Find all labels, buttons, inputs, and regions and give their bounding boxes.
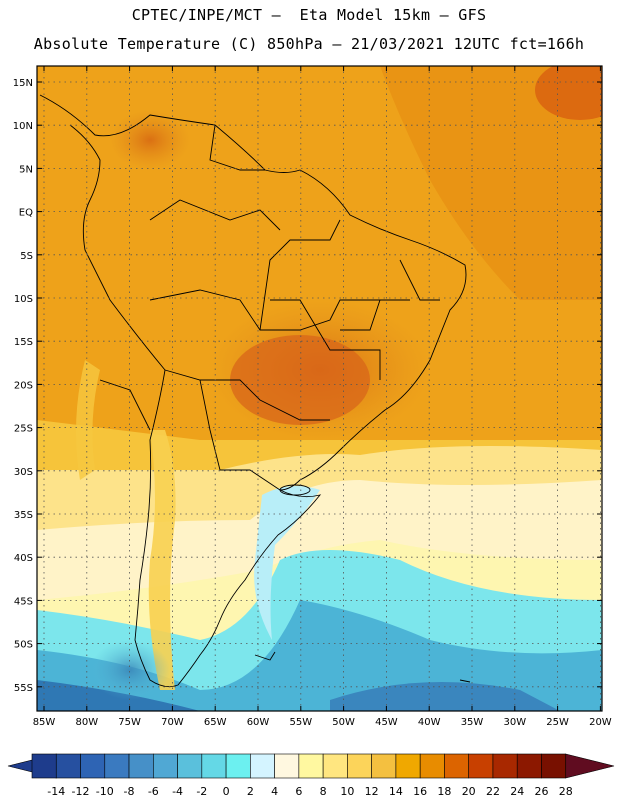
lon-label: 20W xyxy=(589,717,612,728)
lat-label: 35S xyxy=(14,510,33,521)
colorbar-tick-label: 16 xyxy=(413,785,427,798)
lon-label: 45W xyxy=(375,717,398,728)
lat-label: EQ xyxy=(19,208,33,219)
lon-label: 35W xyxy=(461,717,484,728)
map-frame xyxy=(36,65,603,712)
colorbar-swatch xyxy=(347,753,372,779)
colorbar-tick-label: 6 xyxy=(295,785,302,798)
colorbar-tick-label: -6 xyxy=(148,785,159,798)
lat-label: 50S xyxy=(14,640,33,651)
lon-label: 30W xyxy=(503,717,526,728)
colorbar-swatch xyxy=(371,753,397,779)
latitude-labels: 15N 10N 5N EQ 5S 10S 15S 20S 25S 30S 35S 40S 45S 50S 5… xyxy=(13,78,33,694)
colorbar-tick-label: -14 xyxy=(47,785,65,798)
colorbar-tick-label: 12 xyxy=(365,785,379,798)
colorbar-swatch xyxy=(31,753,57,779)
lon-label: 80W xyxy=(75,717,98,728)
colorbar-tick-label: -10 xyxy=(96,785,114,798)
colorbar-tick-label: -4 xyxy=(172,785,183,798)
colorbar-swatch xyxy=(516,753,542,779)
lat-label: 40S xyxy=(14,553,33,564)
lat-label: 30S xyxy=(14,467,33,478)
colorbar-tick-label: 10 xyxy=(340,785,354,798)
lon-label: 70W xyxy=(161,717,184,728)
lat-label: 55S xyxy=(14,683,33,694)
longitude-labels: 85W 80W 75W 70W 65W 60W 55W 50W 45W 40W 35W 30W 25W 2… xyxy=(33,717,612,728)
colorbar-swatch xyxy=(419,753,445,779)
colorbar-tick-label: 18 xyxy=(437,785,451,798)
colorbar-swatch xyxy=(541,753,567,779)
colorbar-tick-labels: -14 -12 -10 -8 -6 -4 -2 0 2 4 6 8 10 12 14 16 18 20 22 24 26… xyxy=(47,785,572,798)
colorbar-tick-label: 24 xyxy=(510,785,524,798)
colorbar-tick-label: -2 xyxy=(196,785,207,798)
colorbar-swatch xyxy=(492,753,518,779)
colorbar-tick-label: 26 xyxy=(534,785,548,798)
colorbar-swatch xyxy=(80,753,106,779)
colorbar-swatch xyxy=(274,753,300,779)
chart-title-line-1: CPTEC/INPE/MCT – Eta Model 15km – GFS xyxy=(131,6,487,24)
colorbar-swatch xyxy=(201,753,227,779)
colorbar-swatch xyxy=(153,753,178,779)
lon-label: 40W xyxy=(418,717,441,728)
lon-label: 60W xyxy=(247,717,270,728)
colorbar-swatch xyxy=(298,753,324,779)
temperature-field xyxy=(37,66,602,711)
colorbar-swatch xyxy=(444,753,469,779)
colorbar-swatch xyxy=(55,753,81,779)
lat-label: 25S xyxy=(14,424,33,435)
colorbar-tick-label: 4 xyxy=(271,785,278,798)
graticule xyxy=(37,66,602,711)
colorbar-tick-label: 2 xyxy=(247,785,254,798)
colorbar-swatch xyxy=(177,753,203,779)
lat-label: 5S xyxy=(20,251,33,262)
lat-label: 15N xyxy=(13,78,33,89)
lat-label: 45S xyxy=(14,596,33,607)
colorbar-tick-label: -8 xyxy=(124,785,135,798)
colorbar-tick-label: 14 xyxy=(389,785,403,798)
colorbar-tick-label: 28 xyxy=(559,785,573,798)
axis-ticks xyxy=(37,66,602,711)
coastlines xyxy=(39,94,471,688)
lat-label: 5N xyxy=(19,164,33,175)
colorbar-tick-label: -12 xyxy=(72,785,90,798)
colorbar-swatch xyxy=(225,753,251,779)
colorbar-tick-label: 20 xyxy=(462,785,476,798)
lon-label: 85W xyxy=(33,717,56,728)
lat-label: 10S xyxy=(14,294,33,305)
colorbar-tick-label: 22 xyxy=(486,785,500,798)
colorbar-swatch xyxy=(395,753,421,779)
lat-label: 20S xyxy=(14,380,33,391)
lon-label: 25W xyxy=(546,717,569,728)
colorbar-swatch xyxy=(468,753,494,779)
colorbar-swatch xyxy=(565,753,615,779)
lon-label: 50W xyxy=(332,717,355,728)
colorbar-swatch xyxy=(250,753,275,779)
colorbar-swatch xyxy=(128,753,154,779)
colorbar-swatch xyxy=(104,753,130,779)
chart-title-line-2: Absolute Temperature (C) 850hPa – 21/03/… xyxy=(33,35,585,53)
lon-label: 65W xyxy=(204,717,227,728)
lon-label: 55W xyxy=(289,717,312,728)
lon-label: 75W xyxy=(118,717,141,728)
lat-label: 15S xyxy=(14,337,33,348)
colorbar-tick-label: 8 xyxy=(320,785,327,798)
lat-label: 10N xyxy=(13,121,33,132)
colorbar xyxy=(7,753,615,779)
colorbar-swatch xyxy=(322,753,348,779)
colorbar-tick-label: 0 xyxy=(223,785,230,798)
